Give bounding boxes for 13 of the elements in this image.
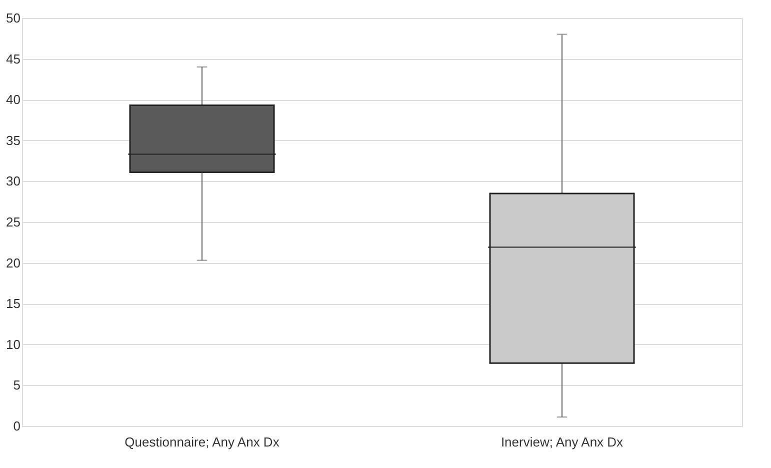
x-tick-label: Inerview; Any Anx Dx: [500, 434, 624, 450]
y-tick-label: 50: [6, 10, 20, 26]
y-tick-label: 35: [6, 132, 20, 148]
y-tick-label: 20: [6, 255, 20, 270]
y-tick-label: 0: [13, 418, 20, 434]
y-tick-label: 30: [6, 174, 20, 189]
y-tick-label: 15: [6, 296, 20, 312]
x-tick-label: Questionnaire; Any Anx Dx: [124, 434, 280, 450]
y-tick-label: 5: [13, 378, 20, 393]
y-tick-label: 45: [6, 51, 20, 66]
y-tick-label: 40: [6, 92, 20, 108]
y-tick-label: 10: [6, 336, 20, 352]
y-tick-label: 25: [6, 214, 20, 230]
